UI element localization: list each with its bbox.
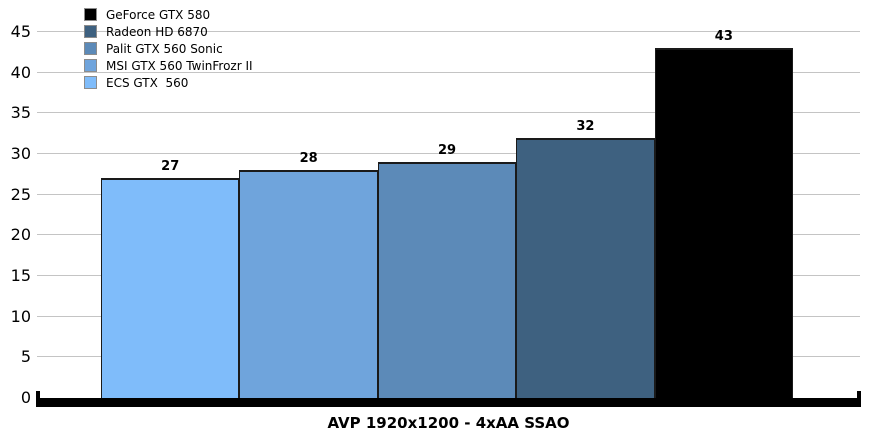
plot-area: 27 28 29 32 43 — [37, 29, 860, 398]
legend-swatch-icon — [84, 59, 97, 72]
bar-value-label: 27 — [161, 159, 180, 175]
y-axis-label-35: 35 — [10, 103, 31, 123]
gridline-40 — [37, 71, 860, 73]
y-axis-label-0: 0 — [20, 388, 31, 407]
bar-group: 43 — [654, 29, 794, 398]
legend-item: ECS GTX 560 — [84, 74, 253, 91]
legend-swatch-icon — [84, 25, 97, 38]
legend-label: MSI GTX 560 TwinFrozr II — [106, 58, 253, 73]
bar-group: 28 — [239, 32, 378, 398]
x-axis-left-endcap — [36, 391, 40, 407]
legend-label: Palit GTX 560 Sonic — [106, 41, 223, 56]
x-axis-line — [37, 398, 860, 407]
legend-label: GeForce GTX 580 — [106, 7, 211, 22]
legend-swatch-icon — [84, 8, 97, 21]
legend-label: Radeon HD 6870 — [106, 24, 208, 39]
bar-group: 32 — [516, 32, 655, 398]
bar-group: 29 — [377, 32, 517, 398]
bars-group: 27 28 29 32 43 — [101, 29, 794, 398]
gridline-45 — [37, 31, 860, 32]
bar-value-label: 43 — [714, 29, 733, 45]
y-axis-label-45: 45 — [10, 22, 31, 41]
bar-group: 27 — [101, 32, 240, 398]
bar — [239, 170, 378, 398]
legend-swatch-icon — [84, 42, 97, 55]
bar-value-label: 32 — [576, 118, 595, 134]
gridline-30 — [37, 153, 860, 154]
y-axis-label-25: 25 — [10, 184, 31, 204]
y-axis-label-15: 15 — [10, 266, 31, 285]
legend-swatch-icon — [84, 76, 97, 89]
bar — [516, 137, 655, 398]
bar-value-label: 29 — [437, 143, 457, 159]
y-axis-label-40: 40 — [10, 62, 31, 82]
legend-item: MSI GTX 560 TwinFrozr II — [84, 57, 253, 74]
bar — [101, 178, 240, 398]
y-axis-label-5: 5 — [20, 347, 31, 367]
bar-value-label: 28 — [299, 151, 318, 167]
bar — [654, 48, 794, 398]
legend-item: Radeon HD 6870 — [84, 23, 253, 40]
y-axis-label-30: 30 — [10, 144, 31, 163]
legend-label: ECS GTX 560 — [106, 75, 189, 90]
bar — [377, 162, 517, 398]
legend: GeForce GTX 580 Radeon HD 6870 Palit GTX 5… — [84, 6, 253, 91]
legend-item: GeForce GTX 580 — [84, 6, 253, 23]
x-axis-right-endcap — [857, 391, 861, 407]
y-axis-label-20: 20 — [10, 225, 31, 245]
y-axis-label-10: 10 — [10, 306, 31, 326]
legend-item: Palit GTX 560 Sonic — [84, 40, 253, 57]
gridline-35 — [37, 112, 860, 114]
x-axis-title: AVP 1920x1200 - 4xAA SSAO — [327, 414, 570, 432]
